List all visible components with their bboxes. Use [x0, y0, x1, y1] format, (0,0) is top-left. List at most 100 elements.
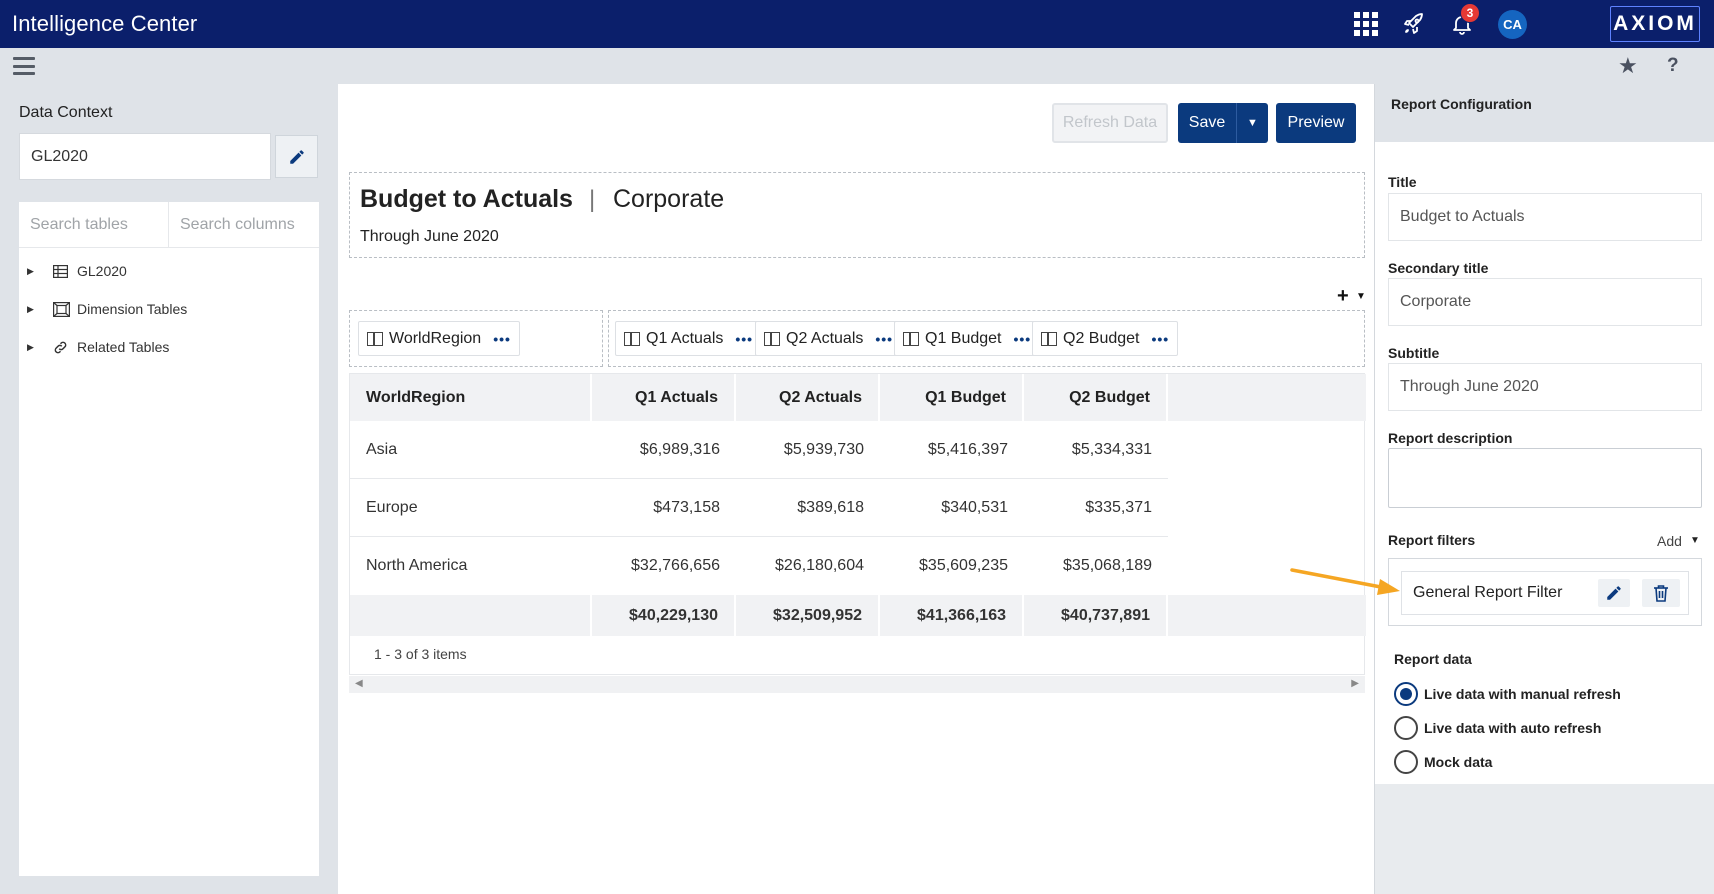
tree-item-gl2020[interactable]: ▶ GL2020	[27, 263, 127, 279]
column-header[interactable]: Q2 Budget	[1024, 374, 1168, 421]
configuration-title: Report Configuration	[1391, 96, 1532, 112]
help-icon[interactable]: ?	[1667, 55, 1679, 76]
expand-caret-icon[interactable]: ▶	[27, 265, 34, 276]
dimension-icon	[53, 301, 73, 317]
radio-mock-data[interactable]: Mock data	[1394, 750, 1492, 774]
subtitle-label: Subtitle	[1388, 345, 1440, 361]
chip-menu-icon[interactable]: •••	[1151, 330, 1170, 347]
table-cell: Asia	[366, 440, 398, 458]
secondary-title-input[interactable]: Corporate	[1388, 278, 1702, 326]
table-cell: $32,766,656	[631, 556, 720, 574]
save-button[interactable]: Save ▼	[1178, 103, 1268, 143]
edit-data-context-button[interactable]	[275, 135, 318, 178]
search-tables-input[interactable]: Search tables	[19, 202, 169, 248]
filter-name: General Report Filter	[1413, 584, 1563, 601]
add-column-plus-icon[interactable]: +	[1337, 285, 1349, 307]
secondary-toolbar	[0, 48, 1714, 84]
radio-selected[interactable]	[1394, 682, 1418, 706]
column-chip-q1-actuals[interactable]: Q1 Actuals •••	[615, 321, 763, 356]
chip-menu-icon[interactable]: •••	[875, 330, 894, 347]
preview-button[interactable]: Preview	[1276, 103, 1356, 143]
total-cell: $41,366,163	[880, 595, 1024, 636]
report-description-input[interactable]	[1388, 448, 1702, 508]
table-row: North America $32,766,656 $26,180,604 $3…	[350, 537, 1168, 595]
radio-unselected[interactable]	[1394, 750, 1418, 774]
scroll-left-icon[interactable]: ◀	[355, 678, 363, 689]
chip-label: WorldRegion	[389, 329, 482, 347]
pencil-icon	[289, 149, 304, 164]
radio-label: Mock data	[1424, 754, 1493, 770]
report-title-area[interactable]: Budget to Actuals | Corporate Through Ju…	[349, 172, 1365, 258]
table-row: Europe $473,158 $389,618 $340,531 $335,3…	[350, 479, 1168, 537]
report-table: WorldRegion Q1 Actuals Q2 Actuals Q1 Bud…	[349, 373, 1366, 675]
table-cell: $5,939,730	[783, 440, 864, 458]
edit-filter-button[interactable]	[1598, 579, 1630, 607]
table-cell: $340,531	[941, 498, 1008, 516]
report-data-label: Report data	[1394, 651, 1472, 667]
row-chip-worldregion[interactable]: WorldRegion •••	[358, 321, 520, 356]
tree-item-dimension-tables[interactable]: ▶ Dimension Tables	[27, 301, 187, 317]
radio-live-auto-refresh[interactable]: Live data with auto refresh	[1394, 716, 1601, 740]
favorite-star-icon[interactable]: ★	[1618, 53, 1638, 78]
table-cell: $5,334,331	[1071, 440, 1152, 458]
add-filter-chevron-icon[interactable]: ▼	[1690, 535, 1700, 546]
subtitle-input[interactable]: Through June 2020	[1388, 363, 1702, 411]
report-secondary-title: Corporate	[613, 185, 725, 213]
column-chip-q1-budget[interactable]: Q1 Budget •••	[894, 321, 1041, 356]
column-icon	[367, 331, 383, 346]
title-input[interactable]: Budget to Actuals	[1388, 193, 1702, 241]
tree-item-label: Related Tables	[77, 339, 170, 355]
add-column-chevron-icon[interactable]: ▼	[1356, 291, 1366, 302]
column-header[interactable]: WorldRegion	[350, 374, 592, 421]
table-cell: $6,989,316	[639, 440, 720, 458]
table-cell: North America	[366, 556, 468, 574]
chip-menu-icon[interactable]: •••	[1013, 330, 1032, 347]
row-group-dropzone[interactable]: WorldRegion •••	[349, 310, 603, 367]
column-icon	[624, 331, 640, 346]
search-columns-input[interactable]: Search columns	[169, 202, 319, 248]
column-group-dropzone[interactable]: Q1 Actuals ••• Q2 Actuals ••• Q1 Budget …	[608, 310, 1365, 367]
chip-menu-icon[interactable]: •••	[735, 330, 754, 347]
expand-caret-icon[interactable]: ▶	[27, 341, 34, 352]
app-launcher-icon[interactable]	[1351, 9, 1381, 39]
table-row: Asia $6,989,316 $5,939,730 $5,416,397 $5…	[350, 421, 1168, 479]
chip-menu-icon[interactable]: •••	[493, 330, 511, 347]
column-icon	[764, 331, 780, 346]
refresh-data-button[interactable]: Refresh Data	[1052, 103, 1168, 143]
app-title: Intelligence Center	[12, 11, 198, 36]
rocket-icon[interactable]	[1399, 9, 1429, 39]
save-options-chevron-icon[interactable]: ▼	[1236, 103, 1268, 143]
total-cell: $40,229,130	[592, 595, 736, 636]
title-separator: |	[589, 186, 596, 213]
column-header[interactable]: Q1 Budget	[880, 374, 1024, 421]
column-header[interactable]: Q1 Actuals	[592, 374, 736, 421]
radio-live-manual-refresh[interactable]: Live data with manual refresh	[1394, 682, 1621, 706]
table-cell: $26,180,604	[775, 556, 864, 574]
tree-item-label: Dimension Tables	[77, 301, 188, 317]
table-totals-row: $40,229,130 $32,509,952 $41,366,163 $40,…	[350, 595, 1366, 636]
table-cell: $5,416,397	[927, 440, 1008, 458]
column-header[interactable]: Q2 Actuals	[736, 374, 880, 421]
column-chip-q2-actuals[interactable]: Q2 Actuals •••	[755, 321, 903, 356]
data-context-input[interactable]: GL2020	[19, 133, 271, 180]
column-chip-q2-budget[interactable]: Q2 Budget •••	[1032, 321, 1179, 356]
expand-caret-icon[interactable]: ▶	[27, 303, 34, 314]
user-avatar[interactable]: CA	[1498, 10, 1527, 39]
radio-unselected[interactable]	[1394, 716, 1418, 740]
add-filter-button[interactable]: Add	[1657, 533, 1682, 549]
chip-label: Q2 Budget	[1063, 329, 1140, 347]
total-cell: $40,737,891	[1024, 595, 1168, 636]
table-cell: $335,371	[1085, 498, 1152, 516]
column-icon	[1041, 331, 1057, 346]
table-cell: Europe	[366, 498, 418, 516]
tree-item-related-tables[interactable]: ▶ Related Tables	[27, 339, 169, 355]
menu-hamburger-icon[interactable]	[13, 57, 35, 75]
tree-item-label: GL2020	[77, 263, 127, 279]
chip-label: Q1 Budget	[925, 329, 1002, 347]
axiom-logo: AXIOM	[1610, 6, 1700, 42]
filter-item[interactable]: General Report Filter	[1401, 571, 1689, 615]
scroll-right-icon[interactable]: ▶	[1351, 678, 1359, 689]
delete-filter-button[interactable]	[1642, 579, 1680, 607]
horizontal-scrollbar[interactable]: ◀ ▶	[349, 676, 1365, 693]
table-cell: $35,609,235	[919, 556, 1008, 574]
